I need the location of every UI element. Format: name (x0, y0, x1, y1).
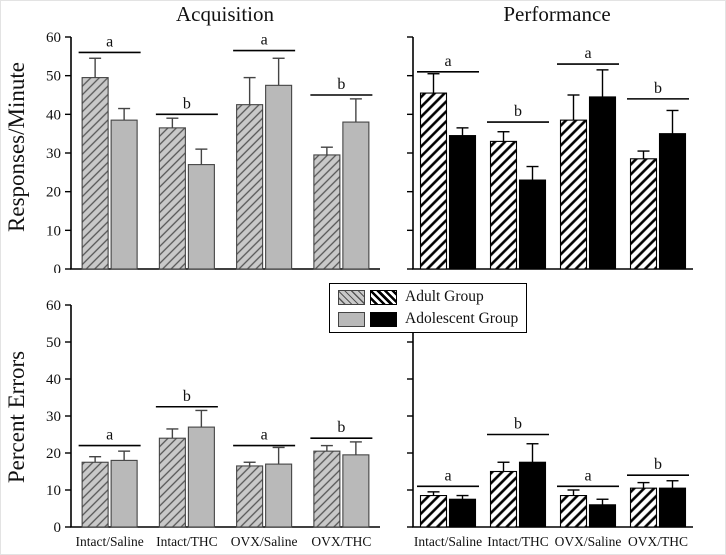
significance-letter: b (654, 80, 662, 97)
legend-label: Adult Group (405, 288, 484, 305)
x-tick-label: Intact/Saline (414, 534, 482, 549)
chart-svg-acquisition-errors: 0 10 20 30 40 50 60 a Intact/Saline b Intact/THC a O… (46, 298, 380, 549)
panel-title-acquisition: Acquisition (176, 2, 274, 26)
bar-adolescent-group-ovx-thc (342, 121, 370, 270)
significance-letter: b (514, 103, 522, 120)
bar-adolescent-group-intact-saline (448, 135, 477, 270)
y-tick-label: 30 (46, 409, 61, 425)
x-tick-label: OVX/THC (311, 534, 371, 549)
significance-letter: b (337, 419, 345, 436)
y-tick-label: 0 (54, 520, 62, 536)
bar-adolescent-group-intact-thc (518, 179, 547, 270)
x-tick-label: OVX/Saline (231, 534, 298, 549)
y-tick-label: 40 (46, 107, 61, 123)
x-tick-label: OVX/Saline (555, 534, 622, 549)
bar-adult-group-ovx-saline (559, 119, 588, 270)
bar-adult-group-ovx-thc (629, 487, 658, 528)
bar-adolescent-group-intact-thc (187, 164, 215, 270)
bar-adolescent-group-ovx-saline (265, 84, 293, 270)
significance-letter: b (183, 95, 191, 112)
bar-adolescent-group-intact-thc (187, 426, 215, 528)
significance-letter: a (261, 427, 268, 444)
legend-swatch-hatch-gray (338, 289, 365, 305)
bar-adult-group-intact-thc (489, 140, 518, 270)
bar-adolescent-group-intact-saline (110, 459, 138, 528)
significance-letter: a (444, 53, 451, 70)
bar-adolescent-group-ovx-thc (658, 133, 687, 270)
significance-letter: b (514, 416, 522, 433)
y-tick-label: 0 (54, 262, 62, 273)
y-tick-label: 10 (46, 483, 61, 499)
y-axis-label-responses-per-minute: Responses/Minute (4, 62, 29, 232)
significance-letter: b (654, 456, 662, 473)
bar-adolescent-group-intact-saline (110, 119, 138, 270)
y-tick-label: 20 (46, 446, 61, 462)
x-tick-label: Intact/THC (156, 534, 217, 549)
x-tick-label: OVX/THC (628, 534, 688, 549)
significance-letter: a (261, 32, 268, 49)
bar-adult-group-intact-thc (158, 437, 186, 528)
chart-performance-responses: a b a b (401, 23, 701, 278)
y-tick-label: 40 (46, 372, 61, 388)
panel-title-performance: Performance (503, 2, 611, 26)
legend-item: Adolescent Group (338, 310, 518, 328)
bar-adult-group-intact-saline (81, 77, 109, 270)
legend-swatch-solid-gray (338, 311, 365, 327)
bar-adolescent-group-ovx-saline (588, 504, 617, 528)
y-tick-label: 10 (46, 223, 61, 239)
bar-adult-group-ovx-saline (236, 104, 264, 270)
chart-acquisition-errors: 0 10 20 30 40 50 60 a Intact/Saline b Intact/THC a O… (31, 291, 386, 554)
y-tick-label: 60 (46, 298, 61, 314)
bar-adolescent-group-ovx-saline (265, 463, 293, 528)
significance-letter: a (106, 33, 113, 50)
legend-swatch-solid-black (370, 311, 397, 327)
chart-svg-performance-responses: a b a b (407, 36, 693, 270)
bar-adult-group-intact-saline (419, 92, 448, 270)
x-tick-label: Intact/THC (487, 534, 548, 549)
bar-adult-group-intact-thc (489, 470, 518, 528)
significance-letter: a (584, 45, 591, 62)
bar-adolescent-group-ovx-saline (588, 96, 617, 270)
significance-letter: b (337, 76, 345, 93)
chart-svg-acquisition-responses: 0 10 20 30 40 50 60 a b a b (46, 30, 380, 278)
chart-performance-errors: a Intact/Saline b Intact/THC a OVX/Saline b OVX… (401, 291, 701, 554)
bar-adolescent-group-intact-thc (518, 461, 547, 528)
significance-letter: b (183, 388, 191, 405)
bar-adult-group-intact-saline (419, 495, 448, 528)
chart-svg-performance-errors: a Intact/Saline b Intact/THC a OVX/Saline b OVX… (407, 304, 693, 549)
y-tick-label: 60 (46, 30, 61, 46)
bar-adult-group-ovx-saline (236, 465, 264, 528)
bar-adolescent-group-ovx-thc (658, 487, 687, 528)
y-axis-label-percent-errors: Percent Errors (4, 350, 29, 484)
bar-adolescent-group-intact-saline (448, 498, 477, 528)
legend: Adult Group Adolescent Group (329, 283, 528, 333)
bar-adult-group-intact-saline (81, 461, 109, 528)
y-tick-label: 30 (46, 146, 61, 162)
y-tick-label: 50 (46, 69, 61, 85)
bar-adult-group-ovx-thc (629, 158, 658, 270)
significance-letter: a (106, 427, 113, 444)
chart-acquisition-responses: 0 10 20 30 40 50 60 a b a b (31, 23, 386, 278)
bar-adult-group-ovx-thc (313, 450, 341, 528)
significance-letter: a (444, 467, 451, 484)
significance-letter: a (584, 467, 591, 484)
y-tick-label: 20 (46, 185, 61, 201)
bar-adult-group-intact-thc (158, 127, 186, 270)
x-tick-label: Intact/Saline (76, 534, 144, 549)
bar-adolescent-group-ovx-thc (342, 454, 370, 528)
legend-label: Adolescent Group (405, 310, 519, 327)
y-tick-label: 50 (46, 335, 61, 351)
legend-swatch-hatch-black (370, 289, 397, 305)
bar-adult-group-ovx-thc (313, 154, 341, 270)
legend-item: Adult Group (338, 288, 518, 306)
bar-adult-group-ovx-saline (559, 495, 588, 528)
